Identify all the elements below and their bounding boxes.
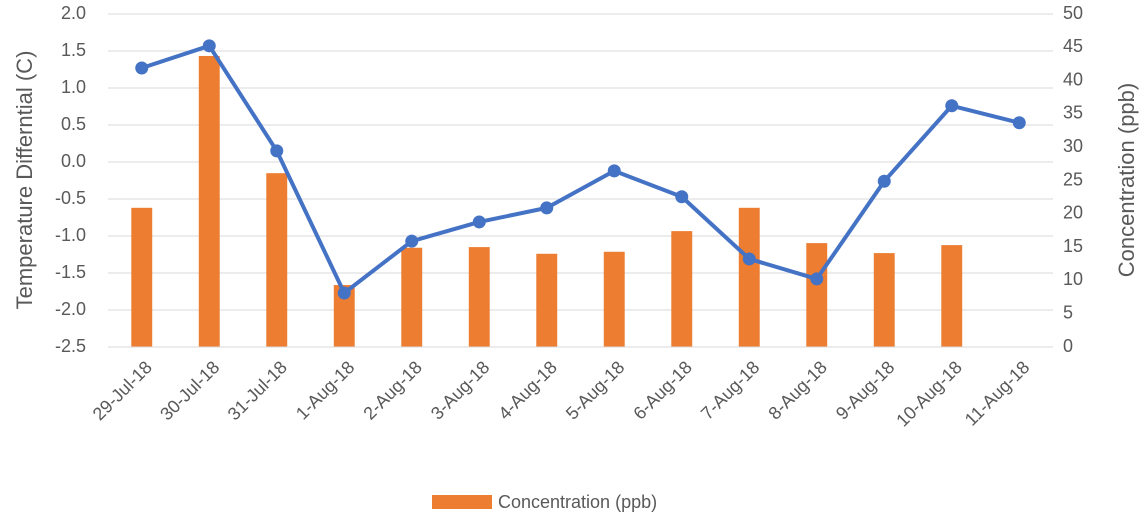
marker — [607, 164, 621, 178]
marker — [675, 190, 689, 204]
y2-tick-label: 15 — [1063, 236, 1083, 256]
marker — [877, 174, 891, 188]
bar — [536, 253, 558, 347]
bar — [671, 231, 693, 347]
y-tick-label: -1.5 — [55, 262, 86, 282]
x-tick-label: 29-Jul-18 — [89, 357, 156, 424]
y-tick-label: -0.5 — [55, 188, 86, 208]
bar — [738, 207, 760, 347]
bar — [806, 243, 828, 347]
y2-tick-label: 45 — [1063, 36, 1083, 56]
bar — [131, 207, 153, 347]
y-tick-label: -1.0 — [55, 225, 86, 245]
y2-tick-label: 0 — [1063, 336, 1073, 356]
marker — [1012, 116, 1026, 130]
y2-tick-label: 40 — [1063, 69, 1083, 89]
marker — [945, 99, 959, 113]
x-tick-label: 6-Aug-18 — [629, 357, 696, 424]
bar — [873, 253, 895, 347]
y2-tick-label: 50 — [1063, 3, 1083, 23]
y-tick-label: -2.5 — [55, 336, 86, 356]
x-tick-label: 4-Aug-18 — [494, 357, 561, 424]
x-tick-label: 9-Aug-18 — [832, 357, 899, 424]
y-tick-label: -2.0 — [55, 299, 86, 319]
legend-swatch — [432, 495, 492, 509]
y2-tick-label: 35 — [1063, 103, 1083, 123]
bar — [401, 247, 423, 347]
bar — [333, 285, 355, 347]
y2-tick-label: 10 — [1063, 269, 1083, 289]
x-tick-label: 11-Aug-18 — [961, 357, 1034, 430]
y2-tick-label: 5 — [1063, 302, 1073, 322]
marker — [810, 272, 824, 286]
legend-label: Concentration (ppb) — [498, 492, 657, 512]
y-axis-title: Temperature Differntial (C) — [12, 51, 37, 310]
x-tick-label: 30-Jul-18 — [156, 357, 223, 424]
x-tick-label: 2-Aug-18 — [359, 357, 426, 424]
bar — [468, 247, 490, 347]
y-tick-label: 2.0 — [61, 3, 86, 23]
bar — [266, 173, 288, 347]
y2-tick-label: 25 — [1063, 169, 1083, 189]
marker — [202, 39, 216, 53]
x-tick-label: 7-Aug-18 — [697, 357, 764, 424]
bar — [198, 55, 220, 347]
y-tick-label: 0.5 — [61, 114, 86, 134]
marker — [337, 286, 351, 300]
x-tick-label: 10-Aug-18 — [892, 357, 966, 431]
x-tick-label: 3-Aug-18 — [427, 357, 494, 424]
y-tick-label: 1.5 — [61, 40, 86, 60]
y-tick-label: 1.0 — [61, 77, 86, 97]
y2-tick-label: 20 — [1063, 203, 1083, 223]
line — [141, 43, 1020, 295]
marker — [742, 252, 756, 266]
marker — [405, 234, 419, 248]
marker — [270, 144, 284, 158]
x-tick-label: 5-Aug-18 — [562, 357, 629, 424]
y-tick-label: 0.0 — [61, 151, 86, 171]
x-tick-label: 31-Jul-18 — [224, 357, 291, 424]
y2-axis-title: Concentration (ppb) — [1114, 83, 1139, 277]
x-tick-label: 1-Aug-18 — [292, 357, 359, 424]
marker — [135, 61, 149, 75]
marker — [540, 201, 554, 215]
x-tick-label: 8-Aug-18 — [764, 357, 831, 424]
y2-tick-label: 30 — [1063, 136, 1083, 156]
bar — [603, 251, 625, 347]
bar — [941, 245, 963, 347]
marker — [472, 215, 486, 229]
